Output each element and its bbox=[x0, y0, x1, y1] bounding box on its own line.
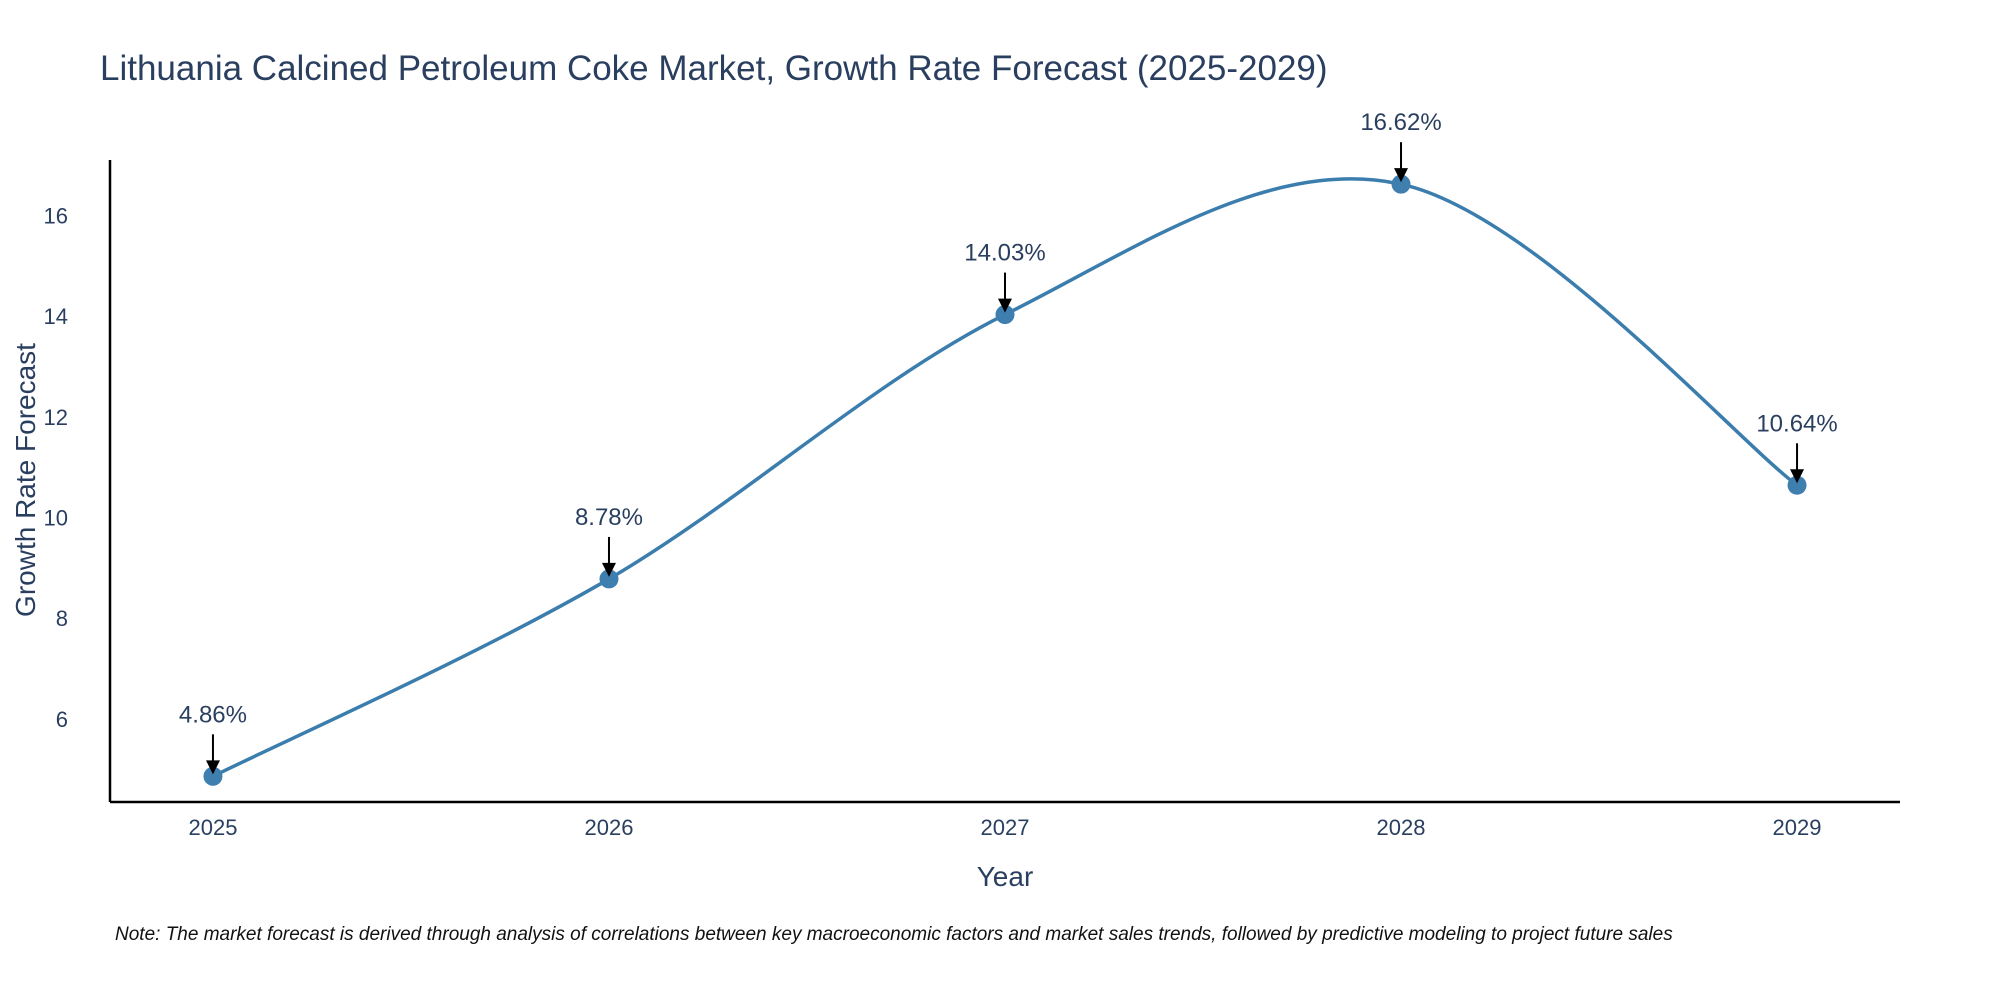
data-point bbox=[203, 766, 223, 786]
series-line bbox=[212, 177, 1799, 778]
annotation-arrow-head bbox=[205, 760, 220, 775]
x-axis-ticks: 2025 2026 2027 2028 2029 bbox=[188, 815, 1821, 840]
data-point bbox=[599, 569, 619, 589]
x-tick-label: 2027 bbox=[981, 815, 1030, 840]
x-tick-label: 2028 bbox=[1377, 815, 1426, 840]
data-annotations: 4.86% 8.78% 14.03% 16.62% 10.64% bbox=[179, 109, 1838, 775]
y-tick-label: 12 bbox=[44, 405, 68, 430]
y-axis-ticks: 6 8 10 12 14 16 bbox=[44, 203, 68, 732]
data-label: 10.64% bbox=[1756, 410, 1837, 437]
annotation-arrow-head bbox=[1394, 168, 1409, 183]
x-tick-label: 2026 bbox=[585, 815, 634, 840]
y-tick-label: 10 bbox=[44, 506, 68, 531]
plot-area: 6 8 10 12 14 16 2025 2026 2027 2028 2029 4.86% 8.7… bbox=[44, 109, 1900, 840]
data-point bbox=[995, 305, 1015, 325]
y-axis-title: Growth Rate Forecast bbox=[10, 343, 41, 617]
data-point bbox=[1391, 174, 1411, 194]
data-label: 14.03% bbox=[964, 240, 1045, 267]
y-tick-label: 8 bbox=[56, 606, 68, 631]
data-label: 4.86% bbox=[179, 701, 247, 728]
y-tick-label: 6 bbox=[56, 707, 68, 732]
y-tick-label: 16 bbox=[44, 203, 68, 228]
annotation-arrow-head bbox=[998, 298, 1012, 313]
annotation-arrow-head bbox=[601, 562, 616, 577]
data-point bbox=[1787, 475, 1807, 495]
footnote: Note: The market forecast is derived thr… bbox=[115, 924, 1673, 945]
y-tick-label: 14 bbox=[44, 304, 68, 329]
annotation-arrow-head bbox=[1790, 469, 1805, 484]
data-label: 8.78% bbox=[575, 504, 643, 531]
data-label: 16.62% bbox=[1360, 109, 1441, 136]
x-tick-label: 2025 bbox=[188, 815, 237, 840]
data-markers bbox=[203, 174, 1807, 786]
chart-title: Lithuania Calcined Petroleum Coke Market… bbox=[100, 49, 1328, 88]
x-tick-label: 2029 bbox=[1773, 815, 1822, 840]
x-axis-title: Year bbox=[977, 861, 1034, 892]
